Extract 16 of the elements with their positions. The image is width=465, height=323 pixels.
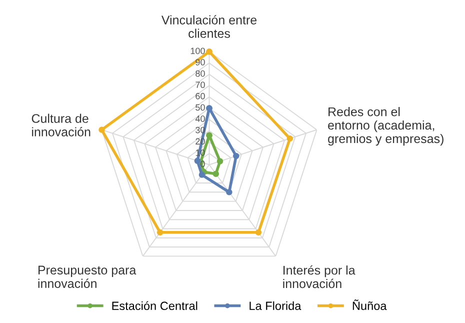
y-tick-label: 70	[196, 82, 205, 88]
spoke-label: Cultura de innovación	[32, 114, 90, 136]
y-tick-label: 60	[196, 92, 205, 100]
y-tick-label: 90	[196, 59, 205, 66]
y-tick-label: 80	[196, 70, 205, 77]
legend-label: La Florida	[250, 301, 302, 310]
y-tick-label: 10	[196, 149, 205, 156]
spoke-label: Presupuesto para innovación	[38, 266, 136, 288]
y-tick-label: 100	[190, 48, 205, 54]
legend-label: Estación Central	[112, 301, 198, 310]
spoke-label: Redes con el entorno (academia, gremios y empresas)	[328, 107, 444, 146]
spoke-label: Interés por la innovación	[283, 265, 356, 288]
y-tick-label: 50	[196, 104, 205, 111]
spoke-label: Vinculación entre clientes	[161, 15, 257, 38]
legend-label: Ñuñoa	[352, 300, 387, 310]
y-tick-label: 40	[195, 116, 205, 122]
